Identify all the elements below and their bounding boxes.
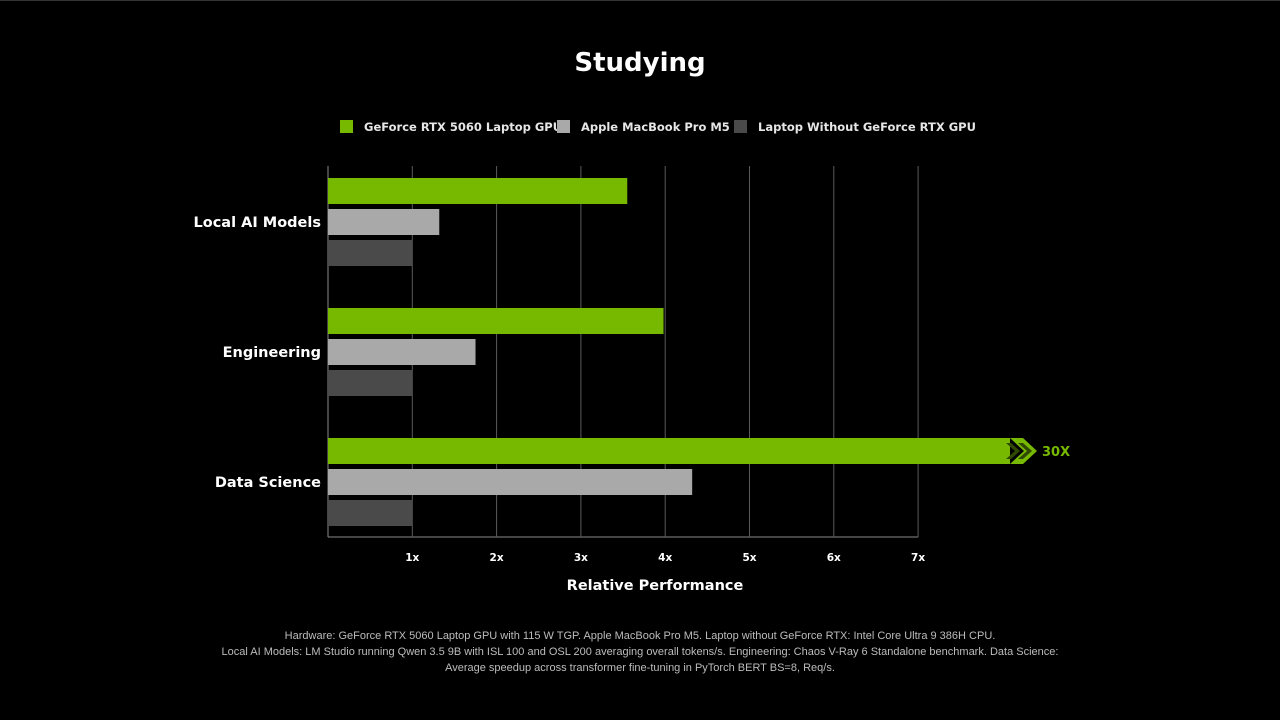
legend-swatch-apple-macbook-pro-m5 (557, 120, 570, 133)
x-tick-label-1: 1x (405, 552, 419, 564)
annotation-label-data-science: 30X (1042, 445, 1070, 460)
x-tick-label-5: 5x (742, 552, 756, 564)
annotations: 30X (1042, 445, 1070, 460)
footnote-line-1: Hardware: GeForce RTX 5060 Laptop GPU wi… (284, 630, 996, 642)
legend-label-geforce-rtx-5060-laptop-gpu: GeForce RTX 5060 Laptop GPU (364, 120, 562, 134)
bar-engineering-laptop-without-geforce-rtx-gpu (328, 370, 413, 396)
category-label-engineering: Engineering (223, 345, 321, 361)
category-label-data-science: Data Science (215, 475, 321, 491)
legend-label-apple-macbook-pro-m5: Apple MacBook Pro M5 (581, 120, 730, 134)
footnote-line-2: Local AI Models: LM Studio running Qwen … (221, 646, 1059, 658)
bar-local-ai-models-geforce-rtx-5060-laptop-gpu (328, 178, 628, 204)
legend: GeForce RTX 5060 Laptop GPU Apple MacBook… (340, 120, 976, 134)
category-labels: Local AI Models Engineering Data Science (194, 215, 322, 491)
chevron-stripe-2 (1018, 443, 1032, 459)
x-tick-label-7: 7x (911, 552, 925, 564)
bars (328, 178, 1037, 526)
x-tick-label-6: 6x (827, 552, 841, 564)
chart-title: Studying (574, 48, 705, 78)
footnote-line-3: Average speedup across transformer fine-… (445, 662, 835, 674)
legend-swatch-laptop-without-geforce-rtx-gpu (734, 120, 747, 133)
footnote: Hardware: GeForce RTX 5060 Laptop GPU wi… (190, 628, 1090, 676)
bar-data-science-geforce-rtx-5060-laptop-gpu (328, 438, 1010, 464)
x-tick-label-3: 3x (574, 552, 588, 564)
category-label-local-ai-models: Local AI Models (194, 215, 321, 231)
bar-data-science-laptop-without-geforce-rtx-gpu (328, 500, 413, 526)
x-tick-labels: 1x 2x 3x 4x 5x 6x 7x (405, 552, 925, 564)
chevron-stripe-1 (1006, 443, 1020, 459)
x-tick-label-2: 2x (490, 552, 504, 564)
bar-break-chevron (1010, 438, 1037, 464)
legend-swatch-geforce-rtx-5060-laptop-gpu (340, 120, 353, 133)
top-border (0, 0, 1280, 1)
bar-local-ai-models-apple-macbook-pro-m5 (328, 209, 440, 235)
bar-engineering-geforce-rtx-5060-laptop-gpu (328, 308, 664, 334)
bar-data-science-apple-macbook-pro-m5 (328, 469, 693, 495)
x-tick-label-4: 4x (658, 552, 672, 564)
bar-engineering-apple-macbook-pro-m5 (328, 339, 476, 365)
x-axis-label: Relative Performance (567, 578, 744, 594)
bar-local-ai-models-laptop-without-geforce-rtx-gpu (328, 240, 413, 266)
legend-label-laptop-without-geforce-rtx-gpu: Laptop Without GeForce RTX GPU (758, 120, 976, 134)
